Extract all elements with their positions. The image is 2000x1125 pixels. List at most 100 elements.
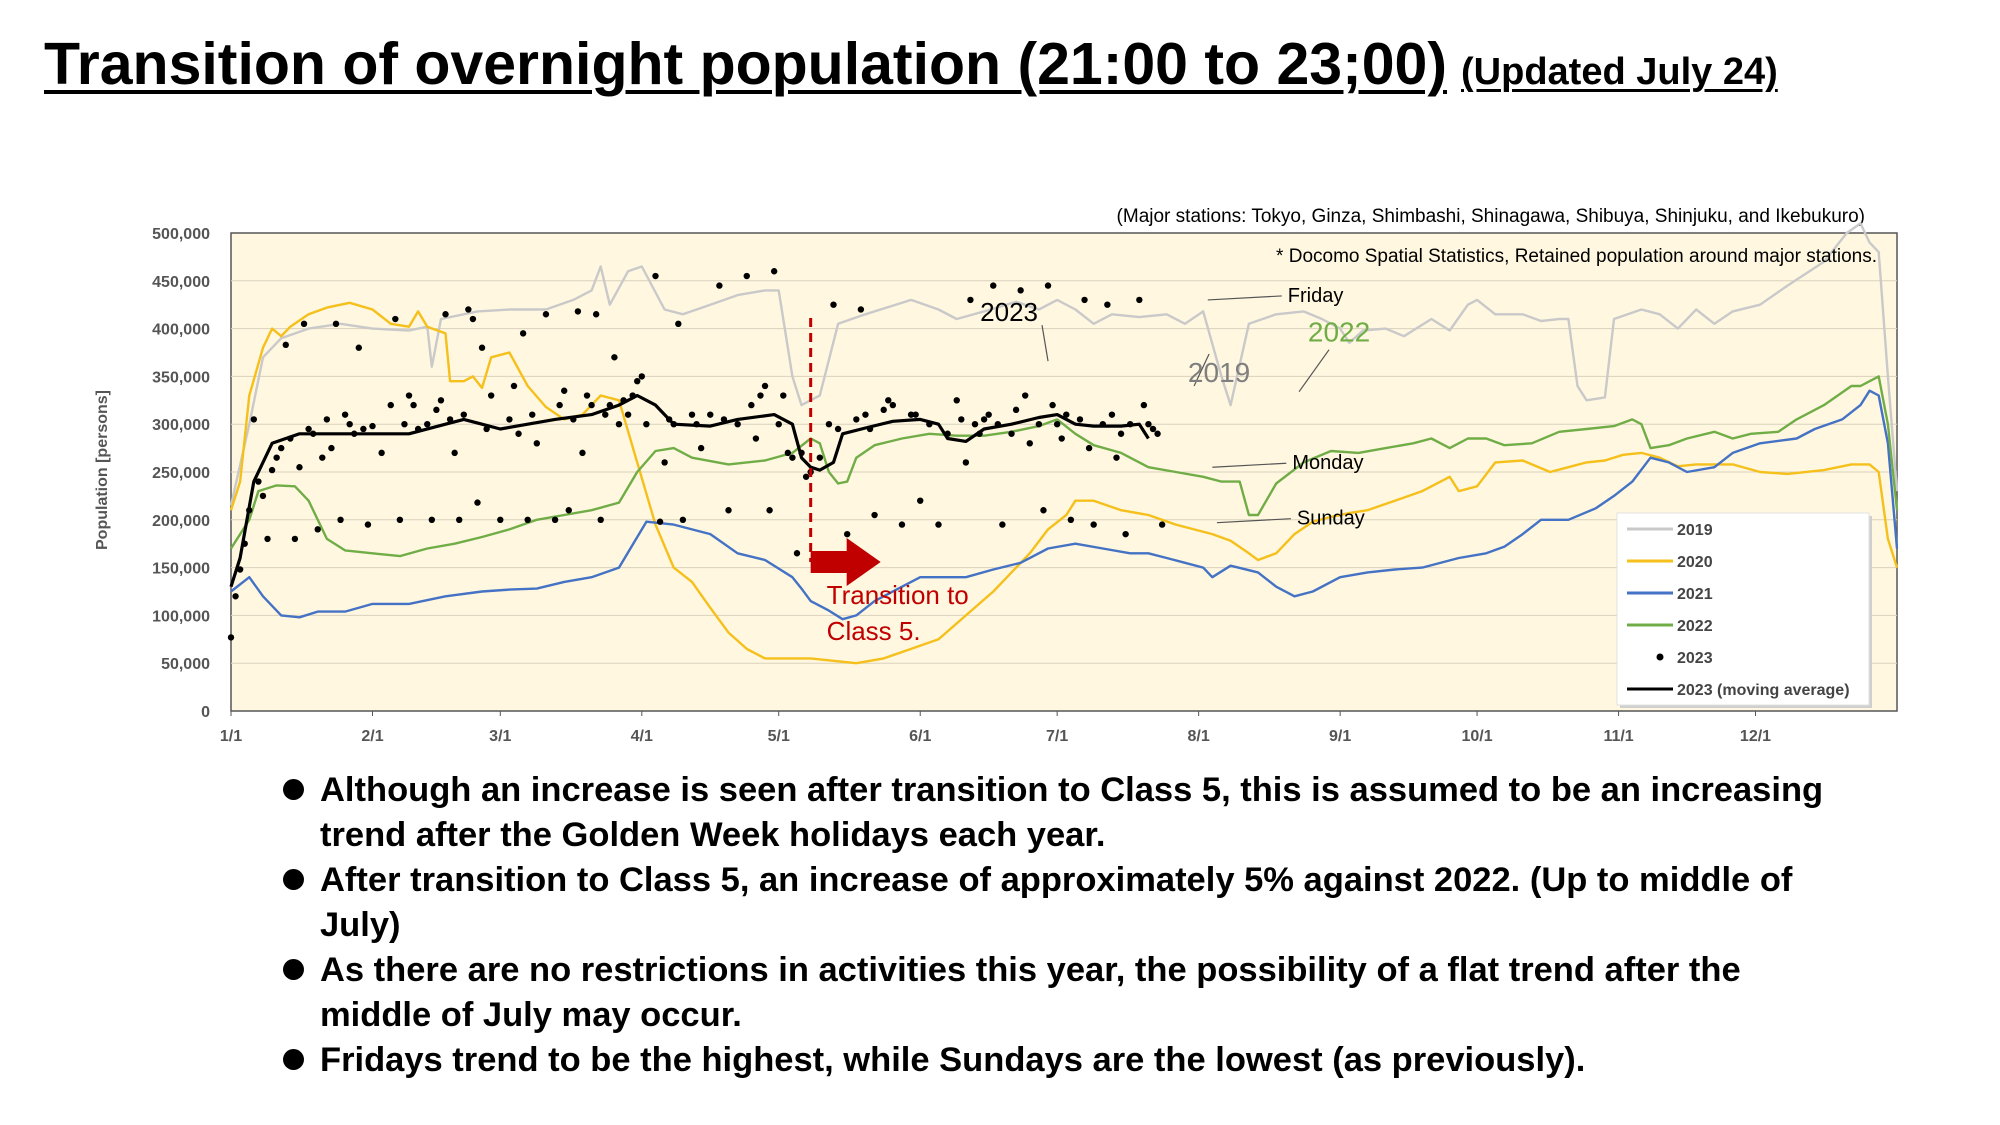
data-point-2023	[985, 411, 992, 418]
x-axis-ticks: 1/1 2/1 3/1 4/1 5/1 6/1 7/1 8/1 9/1 10/1 11/1 12/1	[220, 711, 1771, 745]
annotation-leader	[1216, 518, 1291, 524]
data-point-2023	[825, 421, 833, 428]
y-tick-label: 0	[201, 704, 210, 721]
data-point-2023	[611, 354, 618, 361]
data-point-2023	[305, 425, 312, 433]
data-point-2023	[506, 416, 513, 423]
legend-label: 2021	[1677, 586, 1713, 603]
data-point-2023	[944, 430, 951, 437]
data-point-2023	[533, 440, 541, 447]
x-tick-label: 5/1	[768, 728, 790, 745]
data-point-2023	[405, 392, 413, 399]
legend-label: 2022	[1677, 618, 1713, 635]
data-point-2023	[1053, 421, 1061, 428]
x-tick-label: 8/1	[1188, 728, 1210, 745]
data-point-2023	[967, 296, 974, 304]
event-label-line1: Transition to	[827, 580, 969, 610]
x-tick-label: 12/1	[1740, 728, 1771, 745]
data-point-2023	[442, 311, 449, 318]
annotation-leader	[1298, 349, 1330, 393]
event-label-line2: Class 5.	[827, 616, 921, 646]
data-point-2023	[1022, 392, 1029, 399]
data-point-2023	[515, 430, 522, 437]
data-point-2023	[889, 401, 897, 409]
bullet-item: Fridays trend to be the highest, while S…	[280, 1038, 1840, 1083]
data-point-2023	[990, 282, 997, 289]
data-point-2023	[1108, 411, 1116, 418]
data-point-2023	[1017, 287, 1024, 294]
data-point-2023	[1049, 401, 1056, 409]
data-point-2023	[259, 492, 267, 500]
y-tick-label: 350,000	[152, 369, 210, 386]
data-point-2023	[853, 416, 860, 423]
data-point-2023	[675, 320, 682, 328]
x-tick-label: 10/1	[1462, 728, 1493, 745]
annotation-label: Friday	[1288, 285, 1344, 307]
data-point-2023	[1067, 516, 1075, 523]
data-point-2023	[1136, 296, 1143, 304]
data-point-2023	[1058, 435, 1065, 442]
y-axis-label: Population [persons]	[94, 390, 111, 550]
data-point-2023	[679, 516, 687, 523]
data-point-2023	[597, 516, 604, 523]
data-point-2023	[529, 411, 536, 418]
data-point-2023	[1122, 530, 1129, 538]
data-point-2023	[830, 301, 837, 308]
data-point-2023	[752, 435, 760, 442]
chart-note-top: (Major stations: Tokyo, Ginza, Shimbashi…	[1117, 206, 1865, 227]
y-axis-ticks: 0 50,000 100,000 150,000 200,000 250,000 300,0…	[152, 226, 210, 721]
data-point-2023	[784, 449, 792, 457]
data-point-2023	[282, 341, 289, 349]
data-point-2023	[1040, 507, 1047, 514]
data-point-2023	[615, 421, 623, 428]
bullet-item: Although an increase is seen after trans…	[280, 768, 1840, 858]
data-point-2023	[360, 425, 367, 433]
data-point-2023	[670, 421, 677, 428]
data-point-2023	[638, 373, 645, 380]
data-point-2023	[743, 272, 750, 280]
data-point-2023	[770, 268, 778, 275]
data-point-2023	[606, 401, 614, 409]
data-point-2023	[278, 444, 285, 452]
annotation-label: 2023	[980, 297, 1038, 327]
annotation-leader	[1212, 462, 1287, 468]
data-point-2023	[396, 516, 404, 523]
data-point-2023	[246, 507, 253, 514]
data-point-2023	[866, 425, 874, 433]
data-point-2023	[880, 406, 887, 414]
data-point-2023	[592, 311, 600, 318]
data-point-2023	[273, 454, 280, 461]
legend-box	[1616, 512, 1870, 706]
data-point-2023	[620, 397, 627, 404]
data-point-2023	[1085, 444, 1093, 452]
data-point-2023	[319, 454, 326, 461]
data-point-2023	[401, 421, 408, 428]
data-point-2023	[907, 411, 915, 418]
data-point-2023	[734, 421, 741, 428]
data-point-2023	[474, 499, 481, 506]
data-point-2023	[364, 521, 372, 528]
event-arrow	[810, 538, 881, 586]
data-point-2023	[323, 416, 331, 423]
data-point-2023	[268, 466, 276, 474]
data-point-2023	[661, 459, 668, 466]
data-point-2023	[643, 421, 650, 428]
data-point-2023	[565, 507, 572, 514]
data-point-2023	[962, 459, 970, 466]
data-point-2023	[1063, 411, 1070, 418]
y-tick-label: 100,000	[152, 608, 210, 625]
data-point-2023	[656, 518, 664, 525]
data-point-2023	[387, 401, 394, 409]
x-tick-label: 11/1	[1603, 728, 1633, 745]
data-point-2023	[337, 516, 344, 523]
data-point-2023	[757, 392, 764, 399]
annotation-leader	[1207, 295, 1282, 301]
dots-2023	[227, 268, 1166, 641]
data-point-2023	[296, 464, 303, 471]
data-point-2023	[497, 516, 504, 523]
data-point-2023	[857, 306, 865, 313]
y-tick-label: 250,000	[152, 465, 210, 482]
data-point-2023	[634, 377, 641, 385]
data-point-2023	[583, 392, 591, 399]
data-point-2023	[994, 421, 1002, 428]
